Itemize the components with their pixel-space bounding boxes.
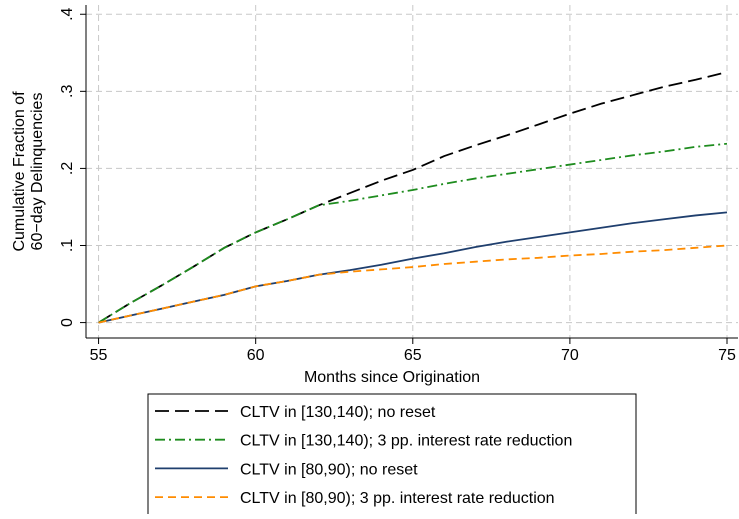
y-tick-label: .2 — [59, 162, 76, 175]
y-tick-label: .1 — [59, 239, 76, 252]
y-tick-label: .3 — [59, 85, 76, 98]
x-tick-label: 55 — [90, 347, 108, 364]
x-axis-title: Months since Origination — [304, 369, 480, 386]
x-tick-label: 65 — [404, 347, 422, 364]
series-line — [98, 244, 728, 324]
legend-label: CLTV in [130,140); no reset — [240, 404, 436, 421]
legend-label: CLTV in [130,140); 3 pp. interest rate r… — [240, 433, 572, 450]
series-line — [98, 142, 728, 324]
y-tick-label: 0 — [59, 318, 76, 327]
legend-label: CLTV in [80,90); 3 pp. interest rate red… — [240, 490, 555, 507]
x-tick-label: 70 — [561, 347, 579, 364]
x-tick-label: 75 — [718, 347, 736, 364]
x-tick-label: 60 — [247, 347, 265, 364]
legend-box — [147, 393, 637, 519]
y-axis-title: 60−day Delinquencies — [29, 93, 46, 251]
legend-label: CLTV in [80,90); no reset — [240, 461, 418, 478]
plot-area — [86, 5, 738, 338]
y-tick-label: .4 — [59, 7, 76, 20]
y-axis-title: Cumulative Fraction of — [11, 91, 28, 252]
